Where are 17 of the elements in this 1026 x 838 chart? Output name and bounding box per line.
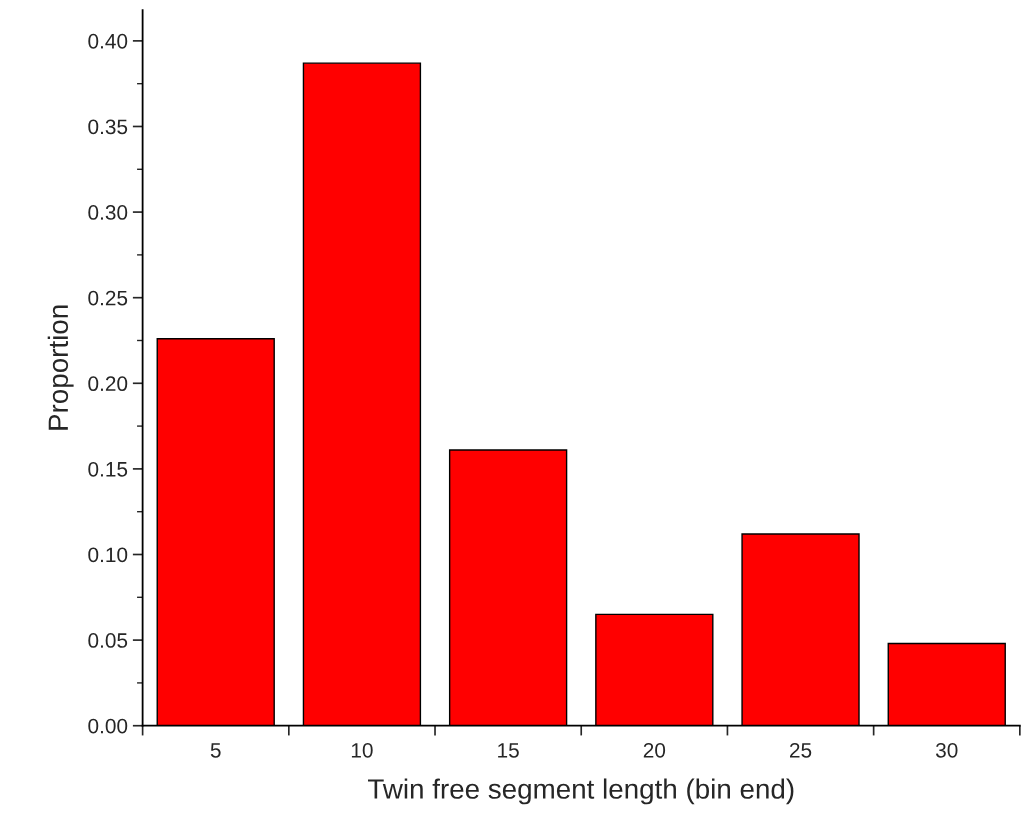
y-axis-title: Proportion [47, 305, 74, 430]
y-tick-label: 0.30 [88, 205, 128, 220]
x-axis-title: Twin free segment length (bin end) [368, 778, 794, 805]
y-tick-label: 0.20 [88, 376, 128, 392]
x-tick-label: 5 [210, 743, 221, 758]
x-tick-label: 15 [498, 743, 519, 758]
x-tick-label: 25 [790, 742, 812, 758]
y-tick-label: 0.35 [88, 119, 128, 135]
y-tick-label: 0.05 [88, 633, 128, 648]
x-tick-label: 20 [643, 742, 666, 758]
x-tick-label: 30 [935, 742, 958, 758]
y-tick-label: 0.00 [88, 718, 128, 734]
y-tick-label: 0.10 [88, 547, 128, 563]
x-tick-label: 10 [351, 742, 373, 758]
y-tick-label: 0.40 [88, 33, 128, 49]
y-tick-label: 0.15 [88, 461, 128, 477]
y-tick-label: 0.25 [88, 290, 128, 306]
